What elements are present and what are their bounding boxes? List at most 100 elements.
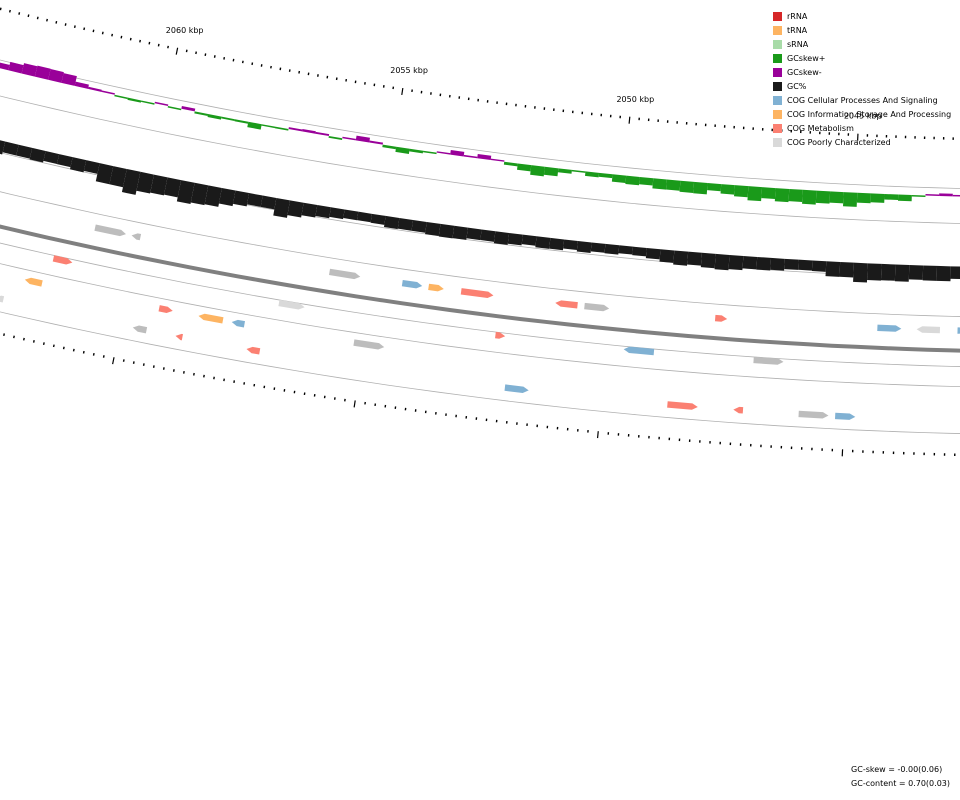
gc-skew-plus-bar	[382, 144, 397, 150]
legend-swatch	[773, 123, 782, 133]
gc-skew-plus-bar	[843, 192, 858, 207]
gene-cog-metabolism	[460, 288, 494, 298]
gc-skew-minus-bar	[342, 136, 357, 141]
gene-unclassified	[353, 339, 385, 350]
gc-skew-plus-bar	[571, 169, 586, 173]
gc-content-bar	[56, 154, 73, 168]
outer-tick	[36, 16, 39, 20]
gc-skew-plus-bar	[585, 171, 600, 178]
outer-tick	[148, 41, 151, 45]
gc-content-bar	[493, 231, 510, 245]
gc-content-bar	[853, 262, 868, 283]
gc-content-bar	[798, 259, 813, 271]
inner-tick	[72, 348, 75, 352]
gc-skew-plus-bar	[639, 176, 654, 186]
gc-skew-plus-bar	[625, 175, 640, 186]
gc-content-bar	[260, 195, 277, 210]
gene-cog-metabolism	[52, 255, 73, 265]
gc-content-bar	[383, 215, 400, 230]
gc-skew-plus-bar	[140, 100, 155, 105]
gc-skew-plus-bar	[167, 106, 182, 111]
genome-backbone	[0, 224, 960, 353]
legend-swatch	[773, 67, 782, 77]
gc-content-bar	[29, 147, 46, 163]
legend-label: sRNA	[787, 39, 809, 49]
outer-tick	[167, 45, 169, 49]
legend: rRNA tRNA sRNA GCskew+ GCskew- GC% COG C…	[773, 9, 951, 149]
gc-skew-minus-bar	[939, 193, 953, 197]
outer-tick	[92, 29, 95, 33]
gc-content-bar	[936, 265, 951, 282]
gene-unclassified	[132, 325, 148, 334]
gc-content-bar	[590, 242, 606, 253]
legend-item-cog-metabolism: COG Metabolism	[773, 121, 951, 135]
outer-tick	[120, 35, 123, 39]
gene-cog-cellular	[504, 384, 529, 393]
track-ring	[0, 242, 960, 367]
gc-skew-plus-bar	[247, 121, 262, 130]
gc-content-bar	[164, 177, 182, 198]
gc-content-bar	[880, 263, 896, 281]
gc-skew-plus-bar	[207, 114, 222, 120]
gc-skew-minus-bar	[21, 63, 38, 77]
inner-tick	[13, 335, 15, 339]
inner-tick	[3, 333, 5, 337]
gc-content-bar	[16, 144, 33, 159]
gc-skew-plus-bar	[652, 178, 667, 190]
gc-content-bar	[563, 239, 578, 250]
gc-content-bar	[549, 237, 565, 251]
inner-tick	[62, 346, 65, 350]
gc-content-bar	[604, 243, 620, 255]
gc-content-bar	[825, 261, 841, 277]
gene-features	[0, 224, 960, 420]
gene-cog-metabolism	[175, 333, 183, 341]
inner-tick	[596, 431, 599, 439]
gene-unclassified	[798, 410, 829, 419]
outer-tick-marks	[0, 7, 954, 141]
gc-skew-plus-bar	[422, 150, 437, 155]
gc-skew-plus-bar	[328, 135, 343, 140]
gene-cog-information	[428, 283, 444, 292]
gc-skew-plus-bar	[884, 193, 899, 201]
legend-label: COG Cellular Processes And Signaling	[787, 95, 938, 105]
gc-skew-minus-bar	[355, 135, 370, 143]
gene-cog-metabolism	[733, 406, 744, 414]
gene-unclassified	[584, 302, 610, 312]
gene-cog-cellular	[401, 279, 423, 289]
gc-skew-minus-bar	[301, 128, 316, 134]
legend-label: COG Poorly Characterized	[787, 137, 891, 147]
gc-content-bar	[659, 249, 675, 263]
outer-tick	[0, 7, 2, 11]
legend-swatch	[773, 53, 782, 63]
gc-content-bar	[232, 190, 250, 207]
gc-content-bar	[728, 254, 744, 271]
legend-swatch	[773, 109, 782, 119]
gc-content-bar	[673, 250, 689, 266]
gc-content-bar	[190, 182, 209, 206]
outer-tick	[73, 25, 76, 29]
gc-skew-plus-bar	[543, 166, 559, 177]
gc-content-bar	[742, 256, 758, 270]
gc-skew-plus-bar	[734, 185, 749, 198]
gc-skew-plus-bar	[802, 189, 817, 205]
gc-content-bar	[83, 160, 100, 174]
gene-cog-cellular	[623, 346, 655, 356]
gc-content-bar	[521, 234, 537, 246]
gene-cog-information	[198, 313, 224, 324]
outer-tick	[101, 31, 104, 35]
gc-content-bar	[69, 157, 87, 173]
position-label: 2060 kbp	[166, 26, 204, 35]
inner-tick	[82, 350, 85, 354]
gc-content-bar	[466, 227, 482, 241]
gc-skew-plus-bar	[665, 179, 681, 191]
gc-skew-minus-bar	[181, 105, 196, 112]
gc-skew-plus-bar	[611, 174, 627, 184]
gc-skew-plus-bar	[693, 181, 708, 195]
gene-cog-metabolism	[158, 305, 173, 313]
legend-item-cog-poorly: COG Poorly Characterized	[773, 135, 951, 149]
outer-tick	[111, 33, 114, 37]
legend-label: COG Metabolism	[787, 123, 854, 133]
gc-content-bar	[176, 180, 195, 205]
gc-content-bar	[714, 253, 730, 271]
